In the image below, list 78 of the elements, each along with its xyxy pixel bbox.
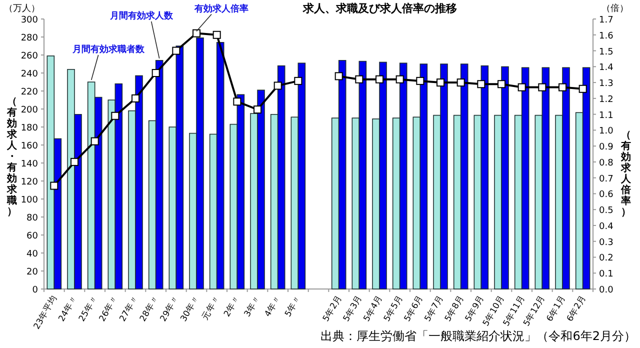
- point: [416, 76, 424, 85]
- point: [70, 158, 78, 166]
- point: [192, 29, 200, 38]
- y2-tick-label: 0.1: [599, 270, 614, 280]
- y-tick-label: 0: [32, 286, 38, 296]
- point: [578, 84, 587, 93]
- y-tick-label: 40: [26, 250, 38, 260]
- point: [558, 83, 566, 92]
- y-tick-label: 260: [20, 52, 38, 62]
- point: [294, 76, 302, 85]
- y2-tick-label: 0.5: [599, 206, 614, 216]
- series-label: 月間有効求職者数: [71, 44, 146, 55]
- y2-tick-label: 0.2: [599, 254, 614, 264]
- y2-tick-label: 0.9: [599, 142, 614, 153]
- y2-tick-label: 1.6: [599, 31, 614, 42]
- x-tick-label: 5年〃: [282, 293, 304, 319]
- x-tick-label: 2年〃: [222, 293, 243, 319]
- text: （有効求人・有効求職）: [7, 96, 17, 218]
- y2-tick-label: 0.7: [599, 174, 614, 184]
- y2-tick-label: 0.6: [599, 190, 614, 200]
- x-tick-label: 28年〃: [137, 293, 162, 324]
- x-tick-label: 5年2月: [320, 293, 344, 324]
- y-tick-label: 20: [26, 268, 38, 278]
- point: [274, 82, 282, 90]
- point: [50, 182, 58, 190]
- y2-tick-label: 0.3: [599, 238, 614, 248]
- y2-tick-label: 0.8: [599, 158, 614, 168]
- series-label: 有効求人倍率: [194, 3, 248, 14]
- point: [538, 83, 546, 92]
- text: 月間有効求人数: [108, 10, 174, 22]
- point: [233, 98, 242, 106]
- y-tick-label: 200: [20, 106, 38, 116]
- y-tick-label: 160: [20, 142, 38, 152]
- point: [152, 69, 160, 77]
- y-tick-label: 120: [20, 178, 38, 188]
- point: [334, 72, 343, 80]
- chart-title: 求人、求職及び求人倍率の推移: [302, 2, 457, 15]
- point: [498, 80, 506, 88]
- y2-tick-label: 0.0: [599, 286, 614, 296]
- point: [111, 112, 120, 120]
- point: [254, 106, 262, 114]
- x-tick-label: 5年5月: [381, 293, 406, 324]
- y2-tick-label: 0.4: [599, 222, 614, 232]
- point: [396, 75, 404, 84]
- point: [436, 78, 444, 87]
- y-tick-label: 80: [26, 214, 38, 224]
- y2-tick-label: 1.4: [599, 63, 614, 74]
- y2-tick-label: 1.7: [599, 16, 614, 26]
- x-tick-label: 4年〃: [262, 293, 284, 319]
- text: （倍）: [602, 3, 628, 14]
- point: [212, 30, 221, 39]
- y2-tick-label: 1.1: [599, 110, 614, 121]
- y2-axis-title: （有効求人倍率）: [620, 130, 632, 218]
- point: [518, 83, 526, 92]
- y-tick-label: 300: [20, 16, 38, 26]
- y-tick-label: 140: [20, 160, 38, 170]
- y2-tick-label: 1.3: [599, 79, 614, 90]
- y-tick-label: 60: [26, 232, 38, 242]
- y2-tick-label: 1.5: [599, 47, 614, 58]
- point: [90, 137, 99, 146]
- y-tick-label: 240: [20, 70, 38, 80]
- y-tick-label: 180: [20, 124, 38, 134]
- point: [172, 46, 180, 55]
- point: [376, 75, 384, 84]
- x-tick-label: 25年〃: [76, 293, 100, 324]
- x-tick-label: 3年〃: [242, 293, 264, 319]
- y2-tick-label: 1.2: [599, 94, 614, 105]
- point: [456, 78, 465, 87]
- point: [355, 75, 364, 84]
- y-tick-label: 220: [20, 88, 38, 98]
- x-tick-label: 5年8月: [442, 293, 466, 324]
- point: [477, 80, 486, 88]
- y2-tick-label: 1.0: [599, 126, 614, 137]
- point: [132, 94, 140, 102]
- y-tick-label: 280: [20, 34, 38, 44]
- y-tick-label: 100: [20, 196, 38, 206]
- source-note: 出典：厚生労働省「一般職業紹介状況」（令和6年2月分）: [320, 329, 636, 343]
- text: （万人）: [4, 3, 40, 14]
